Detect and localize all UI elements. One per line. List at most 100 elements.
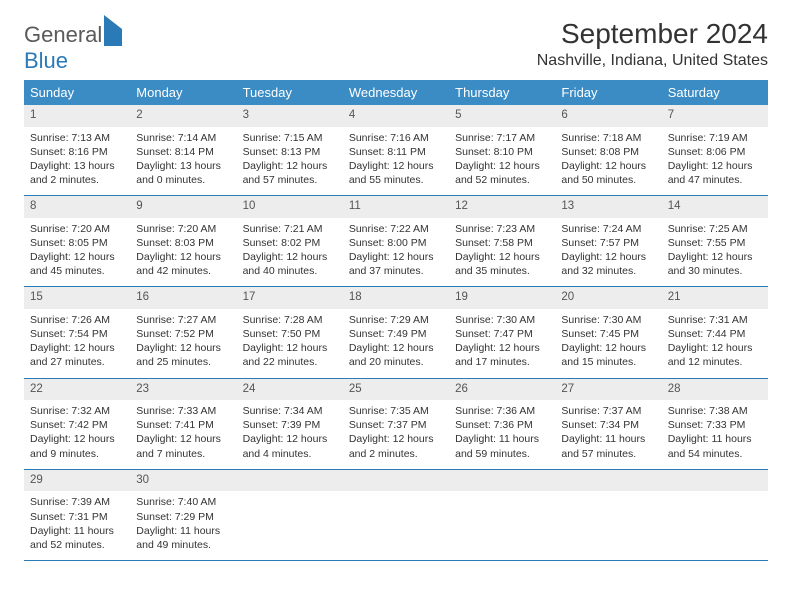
daylight-text-1: Daylight: 11 hours (30, 524, 124, 538)
calendar-week: 15Sunrise: 7:26 AMSunset: 7:54 PMDayligh… (24, 287, 768, 378)
sunset-text: Sunset: 7:49 PM (349, 327, 443, 341)
calendar-day: 24Sunrise: 7:34 AMSunset: 7:39 PMDayligh… (237, 379, 343, 469)
daylight-text-1: Daylight: 11 hours (136, 524, 230, 538)
daylight-text-1: Daylight: 12 hours (561, 159, 655, 173)
day-number (343, 470, 449, 492)
day-body (555, 491, 661, 517)
daylight-text-2: and 49 minutes. (136, 538, 230, 552)
logo-text-blue: Blue (24, 48, 68, 73)
daylight-text-2: and 4 minutes. (243, 447, 337, 461)
daylight-text-2: and 7 minutes. (136, 447, 230, 461)
calendar-day: 15Sunrise: 7:26 AMSunset: 7:54 PMDayligh… (24, 287, 130, 377)
daylight-text-1: Daylight: 12 hours (243, 250, 337, 264)
calendar-week: 22Sunrise: 7:32 AMSunset: 7:42 PMDayligh… (24, 379, 768, 470)
daylight-text-2: and 9 minutes. (30, 447, 124, 461)
weekday-thu: Thursday (449, 80, 555, 105)
sunrise-text: Sunrise: 7:23 AM (455, 222, 549, 236)
day-body: Sunrise: 7:24 AMSunset: 7:57 PMDaylight:… (555, 218, 661, 287)
daylight-text-1: Daylight: 12 hours (455, 250, 549, 264)
sunrise-text: Sunrise: 7:17 AM (455, 131, 549, 145)
daylight-text-1: Daylight: 12 hours (668, 159, 762, 173)
day-body: Sunrise: 7:32 AMSunset: 7:42 PMDaylight:… (24, 400, 130, 469)
sunset-text: Sunset: 7:45 PM (561, 327, 655, 341)
sunrise-text: Sunrise: 7:33 AM (136, 404, 230, 418)
calendar-day: 29Sunrise: 7:39 AMSunset: 7:31 PMDayligh… (24, 470, 130, 560)
daylight-text-2: and 25 minutes. (136, 355, 230, 369)
sunset-text: Sunset: 7:57 PM (561, 236, 655, 250)
sunrise-text: Sunrise: 7:16 AM (349, 131, 443, 145)
sunset-text: Sunset: 7:55 PM (668, 236, 762, 250)
daylight-text-2: and 2 minutes. (349, 447, 443, 461)
daylight-text-2: and 40 minutes. (243, 264, 337, 278)
calendar-week: 1Sunrise: 7:13 AMSunset: 8:16 PMDaylight… (24, 105, 768, 196)
calendar-day: 11Sunrise: 7:22 AMSunset: 8:00 PMDayligh… (343, 196, 449, 286)
day-body: Sunrise: 7:27 AMSunset: 7:52 PMDaylight:… (130, 309, 236, 378)
day-body: Sunrise: 7:38 AMSunset: 7:33 PMDaylight:… (662, 400, 768, 469)
sunset-text: Sunset: 8:02 PM (243, 236, 337, 250)
day-number: 27 (555, 379, 661, 401)
sunrise-text: Sunrise: 7:24 AM (561, 222, 655, 236)
weekday-tue: Tuesday (237, 80, 343, 105)
daylight-text-2: and 54 minutes. (668, 447, 762, 461)
weekday-mon: Monday (130, 80, 236, 105)
day-body: Sunrise: 7:40 AMSunset: 7:29 PMDaylight:… (130, 491, 236, 560)
calendar-day: 8Sunrise: 7:20 AMSunset: 8:05 PMDaylight… (24, 196, 130, 286)
sunrise-text: Sunrise: 7:27 AM (136, 313, 230, 327)
logo: General Blue (24, 18, 122, 74)
day-number: 10 (237, 196, 343, 218)
daylight-text-2: and 22 minutes. (243, 355, 337, 369)
daylight-text-2: and 30 minutes. (668, 264, 762, 278)
sunset-text: Sunset: 8:14 PM (136, 145, 230, 159)
day-number: 4 (343, 105, 449, 127)
day-number (555, 470, 661, 492)
sunrise-text: Sunrise: 7:22 AM (349, 222, 443, 236)
day-body: Sunrise: 7:28 AMSunset: 7:50 PMDaylight:… (237, 309, 343, 378)
day-number: 6 (555, 105, 661, 127)
sunrise-text: Sunrise: 7:37 AM (561, 404, 655, 418)
day-body (237, 491, 343, 517)
calendar-day (343, 470, 449, 560)
sunrise-text: Sunrise: 7:38 AM (668, 404, 762, 418)
daylight-text-1: Daylight: 11 hours (455, 432, 549, 446)
sunset-text: Sunset: 7:36 PM (455, 418, 549, 432)
daylight-text-1: Daylight: 12 hours (136, 341, 230, 355)
daylight-text-1: Daylight: 12 hours (455, 159, 549, 173)
day-number: 5 (449, 105, 555, 127)
sunrise-text: Sunrise: 7:36 AM (455, 404, 549, 418)
calendar-day: 3Sunrise: 7:15 AMSunset: 8:13 PMDaylight… (237, 105, 343, 195)
day-body: Sunrise: 7:20 AMSunset: 8:03 PMDaylight:… (130, 218, 236, 287)
day-body: Sunrise: 7:30 AMSunset: 7:45 PMDaylight:… (555, 309, 661, 378)
calendar-day: 18Sunrise: 7:29 AMSunset: 7:49 PMDayligh… (343, 287, 449, 377)
day-body: Sunrise: 7:35 AMSunset: 7:37 PMDaylight:… (343, 400, 449, 469)
sunset-text: Sunset: 8:16 PM (30, 145, 124, 159)
sunset-text: Sunset: 7:47 PM (455, 327, 549, 341)
day-body: Sunrise: 7:29 AMSunset: 7:49 PMDaylight:… (343, 309, 449, 378)
day-body: Sunrise: 7:36 AMSunset: 7:36 PMDaylight:… (449, 400, 555, 469)
day-body: Sunrise: 7:13 AMSunset: 8:16 PMDaylight:… (24, 127, 130, 196)
daylight-text-1: Daylight: 12 hours (561, 341, 655, 355)
calendar-day: 20Sunrise: 7:30 AMSunset: 7:45 PMDayligh… (555, 287, 661, 377)
daylight-text-1: Daylight: 12 hours (30, 432, 124, 446)
calendar-day: 23Sunrise: 7:33 AMSunset: 7:41 PMDayligh… (130, 379, 236, 469)
sunrise-text: Sunrise: 7:30 AM (561, 313, 655, 327)
sunrise-text: Sunrise: 7:30 AM (455, 313, 549, 327)
calendar-day: 27Sunrise: 7:37 AMSunset: 7:34 PMDayligh… (555, 379, 661, 469)
daylight-text-2: and 52 minutes. (30, 538, 124, 552)
daylight-text-1: Daylight: 12 hours (561, 250, 655, 264)
day-body: Sunrise: 7:34 AMSunset: 7:39 PMDaylight:… (237, 400, 343, 469)
sunset-text: Sunset: 7:50 PM (243, 327, 337, 341)
day-number (662, 470, 768, 492)
day-body (662, 491, 768, 517)
day-body: Sunrise: 7:19 AMSunset: 8:06 PMDaylight:… (662, 127, 768, 196)
day-body: Sunrise: 7:22 AMSunset: 8:00 PMDaylight:… (343, 218, 449, 287)
daylight-text-2: and 47 minutes. (668, 173, 762, 187)
sunrise-text: Sunrise: 7:18 AM (561, 131, 655, 145)
day-number: 1 (24, 105, 130, 127)
day-number: 19 (449, 287, 555, 309)
calendar-day: 13Sunrise: 7:24 AMSunset: 7:57 PMDayligh… (555, 196, 661, 286)
daylight-text-2: and 20 minutes. (349, 355, 443, 369)
calendar-day: 21Sunrise: 7:31 AMSunset: 7:44 PMDayligh… (662, 287, 768, 377)
daylight-text-2: and 55 minutes. (349, 173, 443, 187)
calendar-day: 5Sunrise: 7:17 AMSunset: 8:10 PMDaylight… (449, 105, 555, 195)
day-number: 22 (24, 379, 130, 401)
